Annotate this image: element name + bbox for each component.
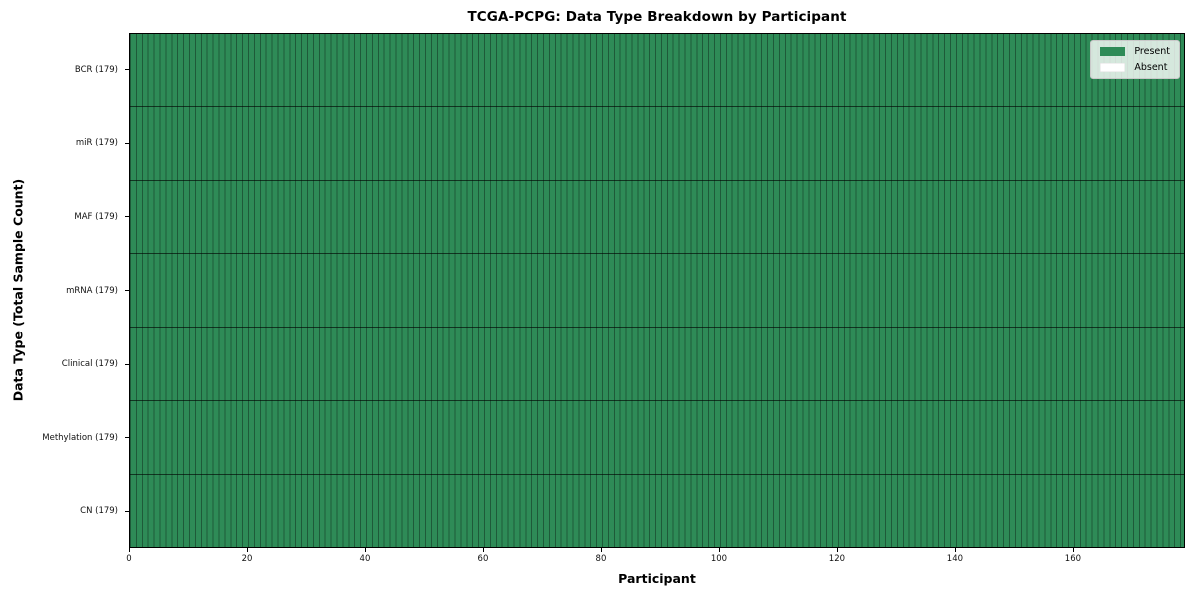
y-axis-ticks: BCR (179) miR (179) MAF (179) mRNA (179) Cli… [0,33,129,548]
heatmap-row-CN [130,474,1184,547]
chart-title: TCGA-PCPG: Data Type Breakdown by Partic… [467,9,847,25]
x-tick-mark [600,548,602,552]
x-tick-mark [129,548,130,552]
y-tick-label: CN (179) [80,506,118,517]
y-tick-mark [125,363,129,365]
x-axis-ticks: 0 20 40 60 80 100 120 140 160 [126,548,1185,570]
x-axis-label: Participant [618,571,696,586]
x-tick-label: 40 [359,554,371,564]
legend-item-present: Present [1100,47,1170,57]
heatmap-row-Methylation [130,401,1184,475]
x-tick-mark [836,548,838,552]
plot-area: Present Absent [129,33,1185,548]
y-tick-label: MAF (179) [74,211,118,222]
legend: Present Absent [1090,40,1180,79]
y-tick-mark [125,216,129,218]
x-tick-label: 80 [595,554,607,564]
legend-swatch-icon [1100,47,1126,57]
legend-swatch-icon [1100,62,1126,72]
x-tick-label: 140 [946,554,964,564]
heatmap-row-MAF [130,180,1184,255]
x-tick-mark [954,548,956,552]
x-tick-mark [364,548,366,552]
heatmap-row-Clinical [130,327,1184,402]
x-tick-label: 0 [126,554,132,564]
x-tick-label: 120 [828,554,846,564]
y-tick-label: mRNA (179) [66,285,118,296]
x-tick-label: 20 [241,554,253,564]
y-tick-label: BCR (179) [74,64,118,75]
x-tick-label: 100 [710,554,728,564]
heatmap-rows [130,34,1184,547]
x-tick-mark [482,548,484,552]
y-tick-mark [125,142,129,144]
y-tick-label: Methylation (179) [42,432,118,443]
x-tick-label: 160 [1064,554,1082,564]
x-tick-mark [246,548,248,552]
y-tick-mark [125,437,129,439]
y-tick-label: miR (179) [75,138,118,149]
y-tick-mark [125,290,129,291]
y-tick-mark [125,510,129,512]
heatmap-row-BCR [130,34,1184,108]
x-tick-mark [718,548,720,552]
legend-item-absent: Absent [1100,61,1170,73]
x-tick-mark [1072,548,1074,552]
heatmap-row-miR [130,107,1184,181]
y-tick-label: Clinical (179) [61,359,118,370]
y-tick-mark [125,69,129,71]
legend-label: Present [1134,46,1170,57]
heatmap-row-mRNA [130,254,1184,328]
legend-label: Absent [1134,61,1168,73]
x-tick-label: 60 [477,554,489,564]
